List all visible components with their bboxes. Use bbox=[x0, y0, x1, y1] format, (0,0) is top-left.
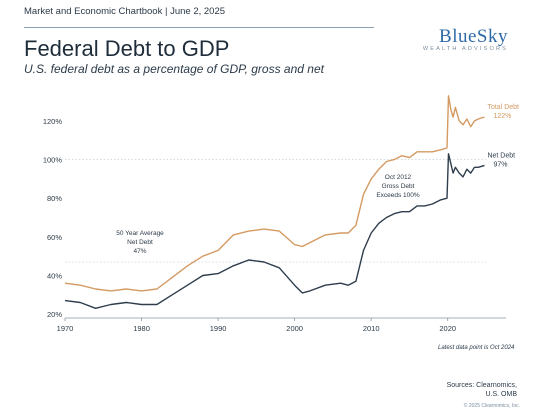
series-layer bbox=[64, 95, 485, 309]
x-tick-label: 2000 bbox=[286, 324, 303, 333]
x-tick-label: 2010 bbox=[363, 324, 380, 333]
chartbook-header: Market and Economic Chartbook | June 2, … bbox=[24, 6, 226, 17]
x-tick-label: 1980 bbox=[133, 324, 150, 333]
header-divider bbox=[24, 27, 374, 28]
y-tick-label: 60% bbox=[47, 233, 62, 242]
total-debt-label: Total Debt bbox=[487, 104, 519, 111]
x-tick-label: 2020 bbox=[439, 324, 456, 333]
net-debt-value: 97% bbox=[493, 161, 507, 168]
avg-net-debt-annotation-line: Net Debt bbox=[127, 239, 153, 246]
y-tick-label: 40% bbox=[47, 271, 62, 280]
net-debt-line bbox=[64, 153, 485, 309]
total-debt-line bbox=[64, 95, 485, 292]
x-tick-label: 1970 bbox=[57, 324, 74, 333]
grid-layer bbox=[65, 159, 486, 263]
logo-wordmark: BlueSky bbox=[439, 26, 508, 47]
avg-net-debt-annotation-line: 47% bbox=[133, 248, 146, 255]
y-tick-label: 100% bbox=[43, 156, 63, 165]
logo-tagline: WEALTH ADVISORS bbox=[422, 46, 508, 52]
total-debt-value: 122% bbox=[493, 113, 511, 120]
y-tick-label: 120% bbox=[43, 117, 63, 126]
chart-subtitle: U.S. federal debt as a percentage of GDP… bbox=[24, 62, 324, 76]
x-tick-label: 1990 bbox=[210, 324, 227, 333]
sources-line-2: U.S. OMB bbox=[485, 391, 517, 398]
sources: Sources: Clearnomics, U.S. OMB bbox=[447, 381, 517, 399]
gross-debt-annotation-line: Exceeds 100% bbox=[376, 192, 420, 199]
gross-debt-annotation-line: Gross Debt bbox=[382, 183, 415, 190]
chart-title: Federal Debt to GDP bbox=[24, 36, 230, 61]
avg-net-debt-annotation-line: 50 Year Average bbox=[116, 230, 164, 237]
company-logo: BlueSky WEALTH ADVISORS bbox=[423, 26, 508, 52]
axis-layer: 20% 40% 60% 80% 100% 120% 1970 1980 1990 2000 2010… bbox=[43, 117, 506, 333]
net-debt-label: Net Debt bbox=[487, 152, 515, 159]
latest-data-note: Latest data point is Oct 2024 bbox=[438, 345, 515, 351]
sources-line-1: Sources: Clearnomics, bbox=[446, 382, 517, 389]
label-layer: Total Debt 122% Net Debt 97% 50 Year Average… bbox=[116, 104, 519, 255]
y-tick-label: 20% bbox=[47, 310, 62, 319]
copyright: © 2025 Clearnomics, Inc. bbox=[463, 403, 520, 409]
y-tick-label: 80% bbox=[47, 194, 62, 203]
gross-debt-annotation-line: Oct 2012 bbox=[385, 174, 412, 181]
